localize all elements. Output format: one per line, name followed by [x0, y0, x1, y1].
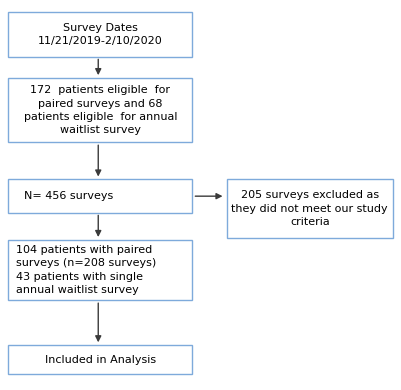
Text: 205 surveys excluded as
they did not meet our study
criteria: 205 surveys excluded as they did not mee…: [231, 190, 388, 227]
FancyBboxPatch shape: [8, 345, 192, 374]
FancyBboxPatch shape: [8, 179, 192, 213]
FancyBboxPatch shape: [8, 78, 192, 142]
FancyBboxPatch shape: [227, 179, 393, 238]
Text: N= 456 surveys: N= 456 surveys: [24, 191, 113, 201]
Text: 172  patients eligible  for
paired surveys and 68
patients eligible  for annual
: 172 patients eligible for paired surveys…: [24, 85, 177, 135]
FancyBboxPatch shape: [8, 240, 192, 300]
Text: Included in Analysis: Included in Analysis: [45, 355, 156, 365]
Text: 104 patients with paired
surveys (n=208 surveys)
43 patients with single
annual : 104 patients with paired surveys (n=208 …: [16, 245, 156, 295]
Text: Survey Dates
11/21/2019-2/10/2020: Survey Dates 11/21/2019-2/10/2020: [38, 23, 163, 46]
FancyBboxPatch shape: [8, 12, 192, 57]
